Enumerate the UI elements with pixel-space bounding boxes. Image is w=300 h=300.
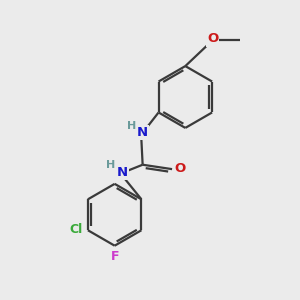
- Text: O: O: [175, 162, 186, 175]
- Text: H: H: [106, 160, 115, 170]
- Text: F: F: [111, 250, 119, 262]
- Text: O: O: [207, 32, 218, 46]
- Text: N: N: [116, 166, 128, 178]
- Text: H: H: [127, 121, 136, 131]
- Text: N: N: [137, 126, 148, 140]
- Text: Cl: Cl: [69, 223, 82, 236]
